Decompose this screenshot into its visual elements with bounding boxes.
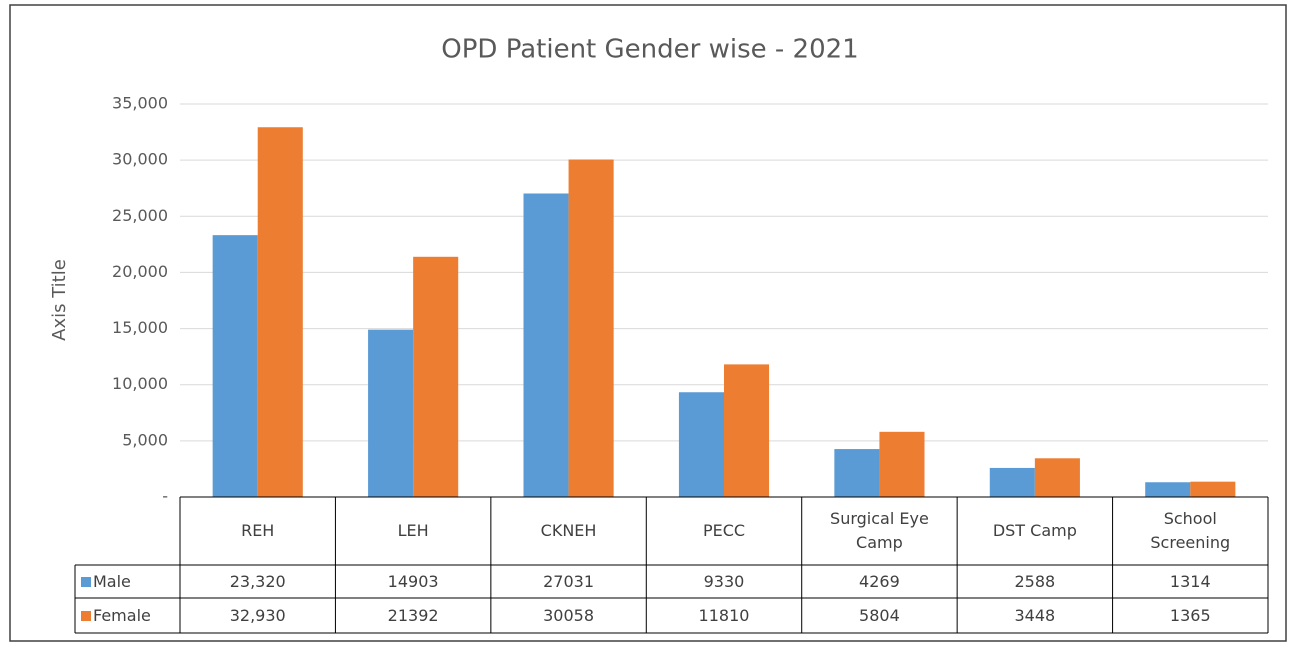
data-table-value: 14903 bbox=[387, 571, 439, 591]
data-table-value: 27031 bbox=[543, 571, 594, 591]
data-table-value: 11810 bbox=[698, 605, 750, 625]
bar bbox=[212, 235, 258, 497]
data-table-value: 3448 bbox=[1014, 605, 1056, 625]
chart-title: OPD Patient Gender wise - 2021 bbox=[441, 35, 858, 65]
bar bbox=[523, 193, 569, 498]
x-tick-label: REH bbox=[241, 521, 275, 540]
x-tick-label: CKNEH bbox=[540, 521, 597, 540]
x-tick-label: LEH bbox=[397, 521, 429, 540]
data-table-value: 1365 bbox=[1169, 605, 1211, 625]
x-tick-label: DST Camp bbox=[992, 521, 1077, 540]
data-table-value: 4269 bbox=[859, 571, 900, 591]
bar bbox=[1034, 458, 1080, 497]
bar bbox=[413, 256, 459, 497]
legend-swatch bbox=[81, 576, 91, 587]
bar bbox=[879, 431, 925, 497]
x-tick-label: School Screening bbox=[1150, 509, 1231, 552]
data-table-value: 5804 bbox=[859, 605, 900, 625]
legend-label: Female bbox=[93, 605, 151, 625]
data-table-value: 1314 bbox=[1169, 571, 1211, 591]
y-tick-label: 5,000 bbox=[122, 430, 168, 449]
bar bbox=[678, 392, 724, 497]
y-tick-label: 25,000 bbox=[112, 206, 168, 225]
x-tick-label: Surgical Eye Camp bbox=[830, 509, 929, 552]
y-tick-label: 10,000 bbox=[112, 374, 168, 393]
y-tick-label: 20,000 bbox=[112, 262, 168, 281]
y-tick-label: 30,000 bbox=[112, 150, 168, 169]
y-axis-title: Axis Title bbox=[49, 259, 70, 341]
bar bbox=[1145, 482, 1191, 497]
data-table-value: 23,320 bbox=[229, 571, 286, 591]
bar bbox=[257, 127, 303, 498]
y-tick-label: - bbox=[162, 487, 168, 506]
bar bbox=[368, 329, 414, 497]
y-tick-label: 35,000 bbox=[112, 94, 168, 113]
legend-swatch bbox=[81, 610, 91, 621]
data-table-value: 9330 bbox=[703, 571, 745, 591]
data-table-value: 21392 bbox=[387, 605, 439, 625]
bar bbox=[1190, 481, 1236, 497]
bar bbox=[724, 364, 770, 497]
y-tick-label: 15,000 bbox=[112, 318, 168, 337]
bar bbox=[834, 449, 880, 497]
legend-label: Male bbox=[93, 571, 131, 591]
x-tick-label: PECC bbox=[702, 521, 746, 540]
data-table-value: 30058 bbox=[543, 605, 594, 625]
bar bbox=[989, 467, 1035, 497]
bar bbox=[568, 159, 614, 498]
data-table-value: 2588 bbox=[1014, 571, 1056, 591]
data-table-value: 32,930 bbox=[229, 605, 286, 625]
